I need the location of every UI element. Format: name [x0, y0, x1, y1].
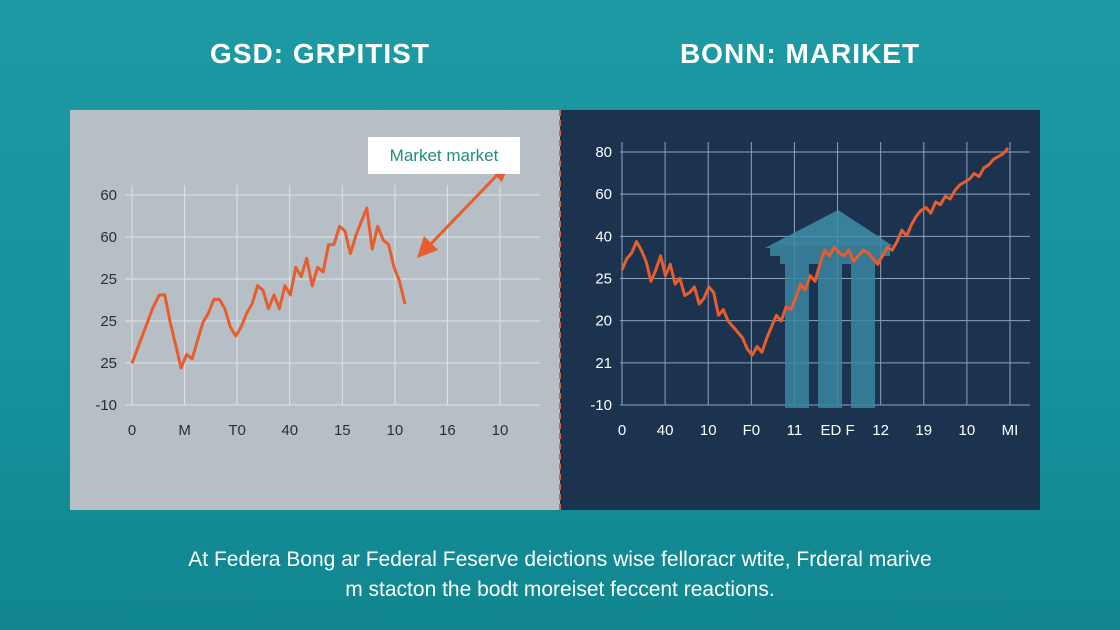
caption-line-1: At Federa Bong ar Federal Feserve deicti…: [188, 548, 932, 571]
x-tick-label: T0: [228, 422, 246, 439]
annotation-arrow: [417, 162, 510, 258]
y-tick-label: -10: [590, 397, 612, 414]
y-tick-label: 20: [595, 313, 612, 330]
x-tick-label: 19: [915, 422, 932, 439]
x-tick-label: 10: [492, 422, 509, 439]
y-tick-label: -10: [95, 397, 117, 414]
x-tick-label: 10: [700, 422, 717, 439]
x-tick-label: 0: [618, 422, 626, 439]
x-tick-label: MI: [1002, 422, 1019, 439]
y-tick-label: 21: [595, 355, 612, 372]
y-tick-label: 25: [100, 271, 117, 288]
x-tick-label: 12: [872, 422, 889, 439]
left-y-axis-ticks: 60 60 25 25 25 -10: [95, 187, 117, 414]
annotation-label: Market market: [390, 146, 499, 165]
federal-building-icon: [765, 210, 893, 408]
x-tick-label: F0: [743, 422, 761, 439]
caption-line-2: m stacton the bodt moreiset feccent reac…: [345, 578, 775, 601]
x-tick-label: M: [178, 422, 191, 439]
y-tick-label: 60: [100, 229, 117, 246]
left-grid: [125, 185, 540, 406]
right-line-chart: 80 60 40 25 20 21 -10 0 40 10 F0 11 ED F 12 19 10 MI: [590, 142, 1030, 439]
x-tick-label: 16: [439, 422, 456, 439]
caption: At Federa Bong ar Federal Feserve deicti…: [0, 545, 1120, 605]
x-tick-label: 10: [387, 422, 404, 439]
x-tick-label: 40: [657, 422, 674, 439]
y-tick-label: 60: [100, 187, 117, 204]
right-series: [620, 147, 1010, 357]
right-chart-panel: 80 60 40 25 20 21 -10 0 40 10 F0 11 ED F 12 19 10 MI: [560, 110, 1040, 510]
y-tick-label: 25: [100, 355, 117, 372]
annotation-box: Market market: [368, 137, 520, 174]
x-tick-label: 15: [334, 422, 351, 439]
x-tick-label: 11: [787, 422, 803, 439]
x-tick-label: 10: [959, 422, 976, 439]
right-chart-title: BONN: MARIKET: [679, 38, 921, 69]
right-y-axis-ticks: 80 60 40 25 20 21 -10: [590, 144, 612, 414]
y-tick-label: 40: [595, 228, 612, 245]
y-tick-label: 60: [595, 186, 612, 203]
y-tick-label: 80: [595, 144, 612, 161]
left-line-chart: 60 60 25 25 25 -10 0 M T0 40 15 10 16 10 Market mark…: [95, 137, 540, 439]
y-tick-label: 25: [100, 313, 117, 330]
left-series: [130, 206, 407, 370]
left-chart-title: GSD: GRPITIST: [210, 38, 430, 69]
series-line: [130, 206, 407, 370]
x-tick-label: 0: [128, 422, 136, 439]
right-x-axis-ticks: 0 40 10 F0 11 ED F 12 19 10 MI: [618, 422, 1019, 439]
x-tick-label: ED F: [820, 422, 854, 439]
left-x-axis-ticks: 0 M T0 40 15 10 16 10: [128, 422, 509, 439]
series-line: [620, 147, 1010, 357]
left-chart-panel: 60 60 25 25 25 -10 0 M T0 40 15 10 16 10 Market mark…: [70, 110, 560, 510]
y-tick-label: 25: [595, 271, 612, 288]
panel-divider: [559, 110, 561, 510]
x-tick-label: 40: [281, 422, 298, 439]
